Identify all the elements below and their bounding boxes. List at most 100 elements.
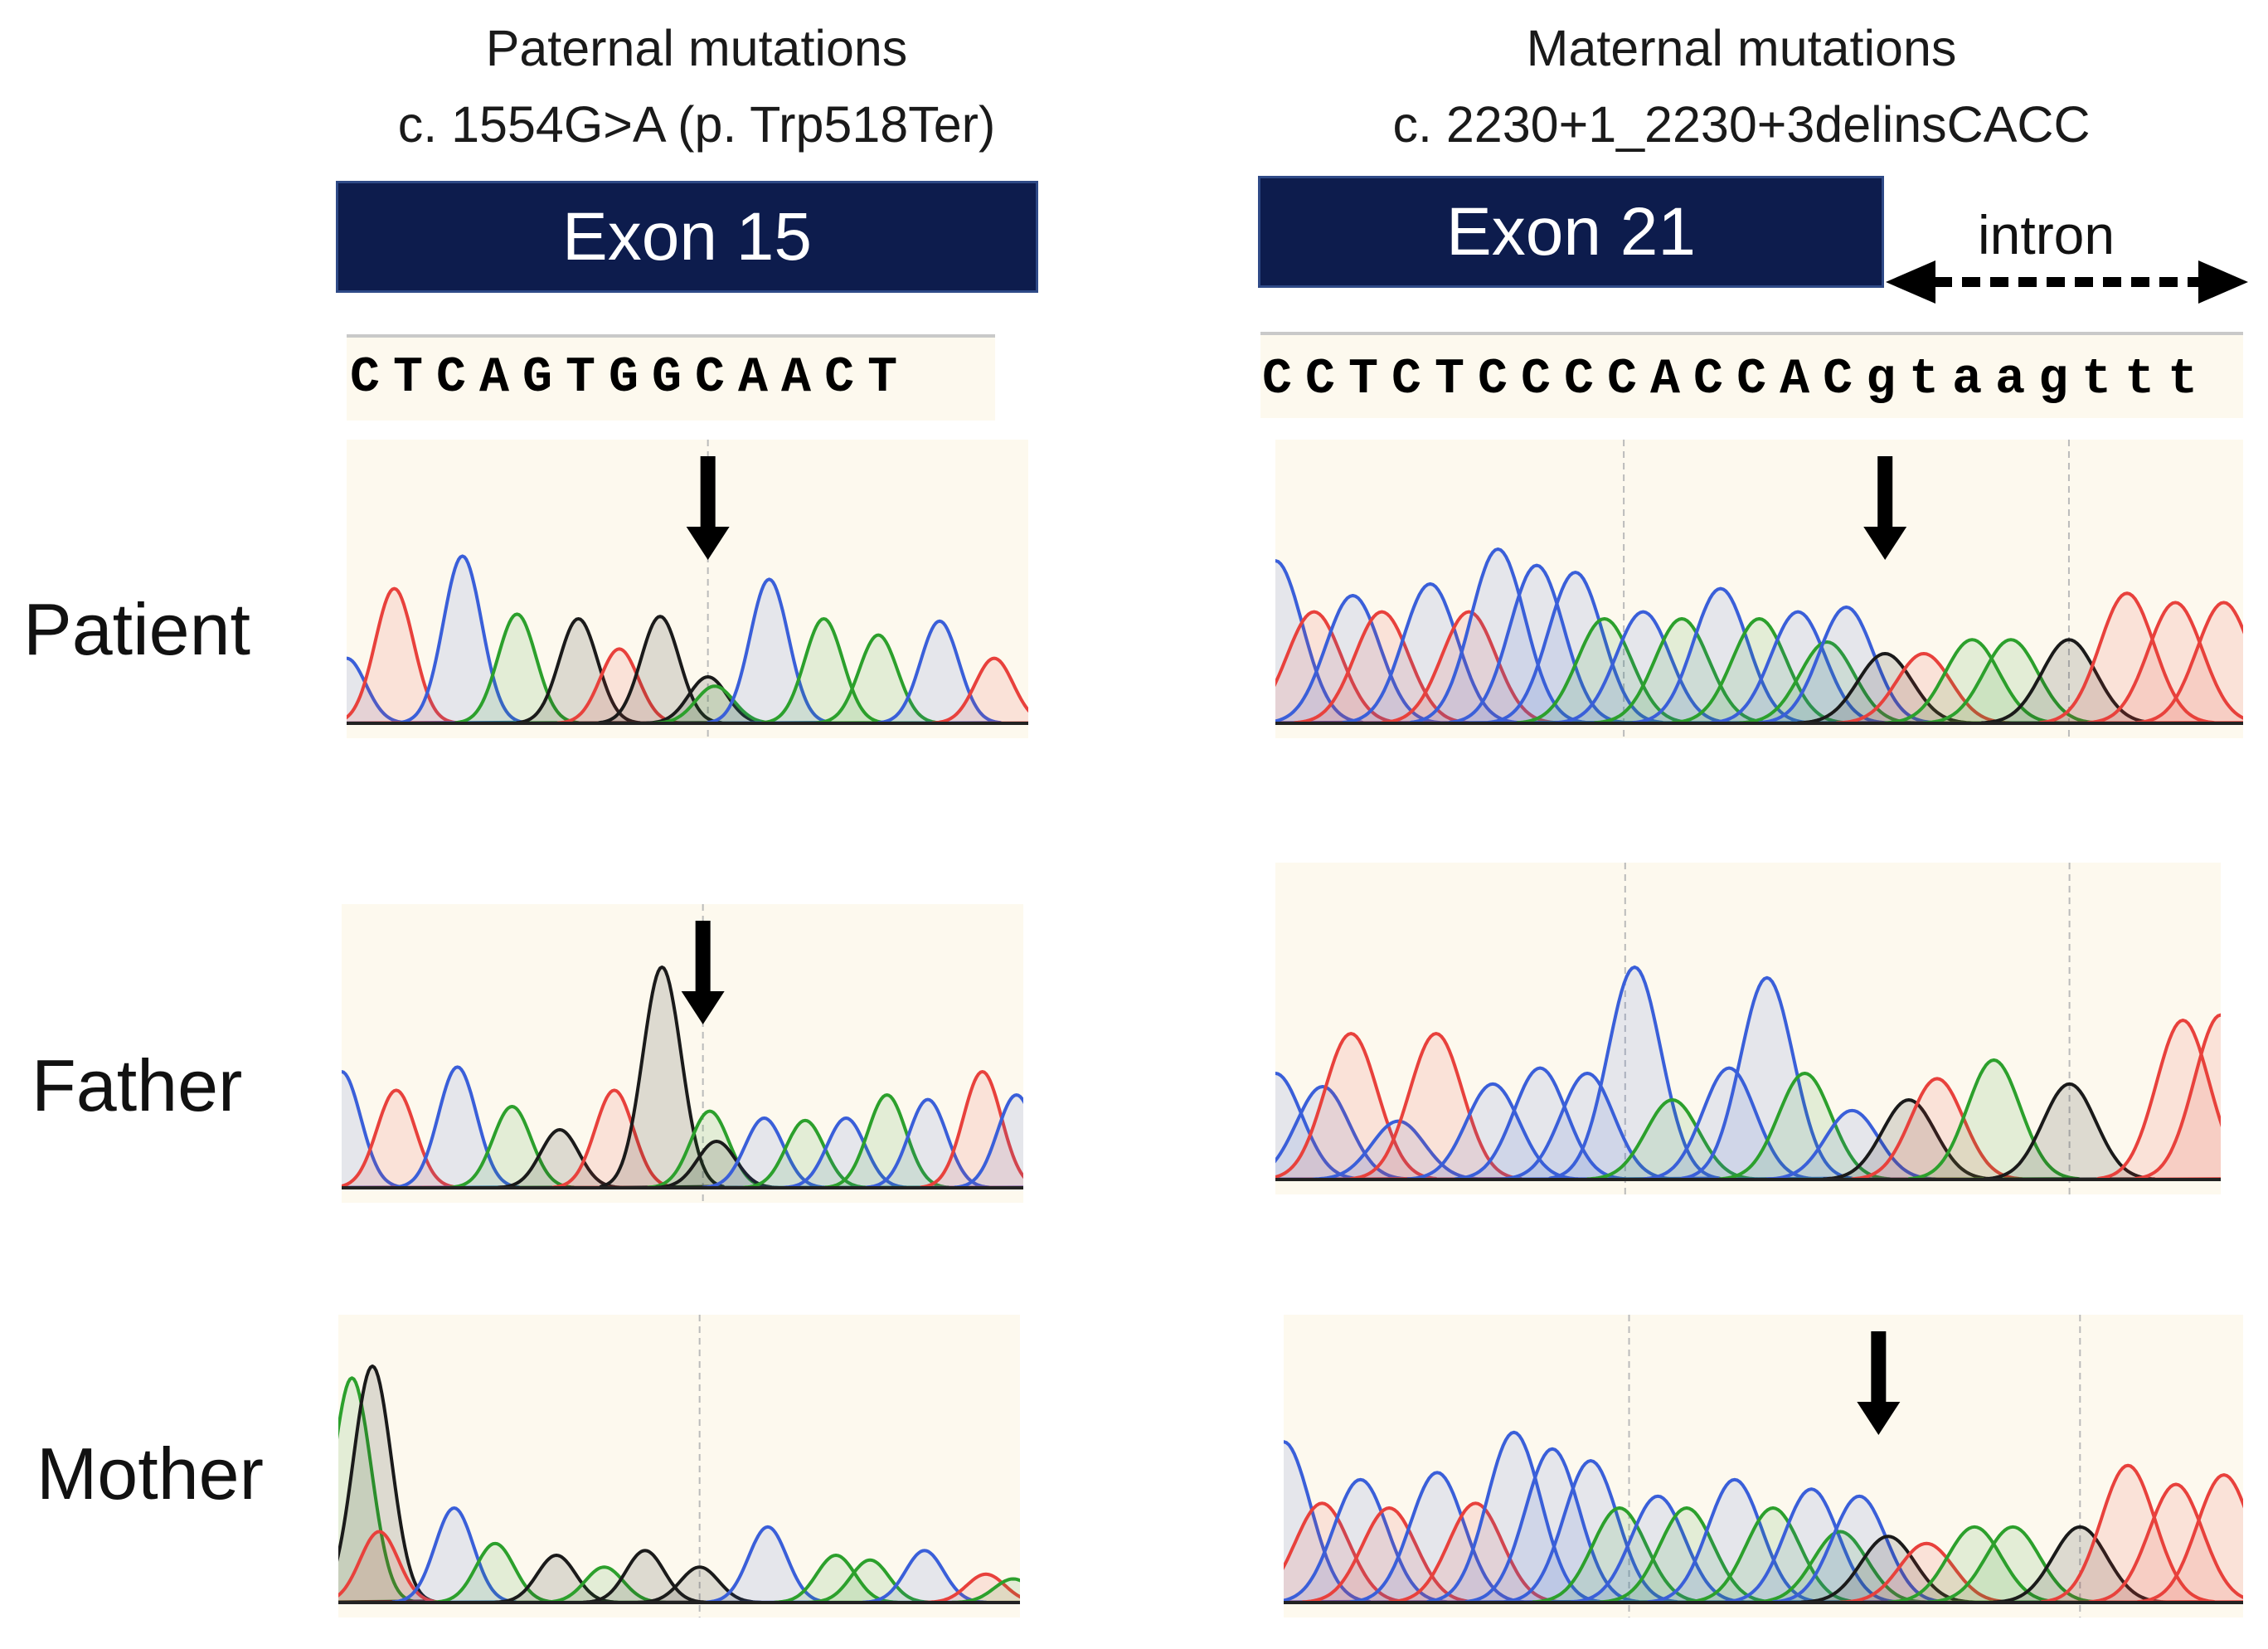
mutation-arrow-icon: [681, 921, 725, 1024]
right-sequence: CCTCTCCCCACCACgtaagttt: [1262, 352, 2211, 408]
trace-peak-a: [449, 1105, 575, 1189]
trace-peak-t: [342, 1088, 459, 1189]
trace-peak-a: [950, 1577, 1020, 1604]
trace-peak-c: [1501, 1072, 1674, 1181]
trace-peak-a: [1670, 617, 1848, 725]
trace-peak-g: [1800, 1535, 1976, 1604]
trace-peak-g: [597, 615, 723, 725]
trace-peak-t: [931, 656, 1028, 725]
exon-21-label: Exon 21: [1446, 193, 1696, 270]
paternal-title: Paternal mutations c. 1554G>A (p. Trp518…: [323, 10, 1070, 163]
trace-peak-t: [347, 586, 458, 725]
trace-peak-a: [1532, 1506, 1707, 1604]
trace-peak-a: [1922, 638, 2100, 725]
trace-peak-c: [1406, 1082, 1580, 1181]
patient-exon21-chromatogram: [1275, 440, 2243, 738]
trace-peak-t: [1835, 652, 2013, 725]
mother-exon21-chromatogram: [1284, 1315, 2243, 1617]
trace-peak-g: [497, 1128, 623, 1189]
trace-peak-c: [1426, 1430, 1602, 1604]
trace-peak-c: [347, 656, 410, 725]
trace-peak-c: [342, 1070, 405, 1189]
trace-peak-t: [2096, 1019, 2221, 1181]
trace-peak-g: [338, 1364, 435, 1604]
mutation-arrow-icon: [686, 456, 730, 560]
trace-peak-c: [395, 1065, 521, 1189]
trace-peak-c: [391, 1506, 517, 1604]
trace-peak-a: [1718, 1072, 1892, 1181]
trace-peak-t: [1838, 1541, 2014, 1604]
trace-peak-c: [1349, 1471, 1525, 1604]
exon-15-label: Exon 15: [562, 198, 812, 275]
intron-label: intron: [1978, 204, 2115, 265]
trace-peak-t: [1275, 1032, 1438, 1181]
trace-peak-c: [1284, 1440, 1372, 1604]
maternal-title: Maternal mutations c. 2230+1_2230+3delin…: [1310, 10, 2173, 163]
trace-peak-a: [1887, 1525, 2062, 1604]
intron-double-arrow: [1886, 260, 2248, 304]
exon-15-box: Exon 15: [336, 181, 1038, 293]
trace-peak-c: [1409, 547, 1586, 725]
trace-peak-a: [1738, 640, 1916, 725]
trace-peak-c: [783, 1116, 909, 1189]
trace-peak-c: [1448, 563, 1625, 725]
trace-peak-c: [1275, 1085, 1410, 1181]
left-sequence-strip: [347, 334, 995, 421]
trace-peak-c: [1647, 1477, 1823, 1604]
right-sequence-intron: gtaagttt: [1866, 352, 2212, 408]
trace-peak-t: [2086, 601, 2243, 725]
trace-peak-c: [865, 1097, 991, 1189]
row-label-mother: Mother: [36, 1433, 264, 1515]
trace-peak-g: [582, 1549, 708, 1604]
trace-peak-c: [1709, 610, 1887, 725]
trace-peak-a: [760, 617, 887, 725]
trace-peak-c: [1464, 1447, 1640, 1604]
trace-peak-c: [1487, 571, 1664, 725]
trace-peak-c: [400, 554, 526, 725]
trace-peak-a: [823, 1093, 950, 1189]
trace-peak-t: [920, 1070, 1023, 1189]
trace-peak-c: [706, 577, 833, 725]
trace-peak-g: [515, 617, 642, 725]
trace-peak-t: [2136, 1473, 2243, 1604]
right-sequence-strip: [1260, 332, 2243, 418]
father-exon21-chromatogram: [1275, 863, 2221, 1194]
trace-peak-t: [2134, 1013, 2221, 1181]
trace-peak-g: [645, 675, 771, 725]
row-label-patient: Patient: [23, 588, 250, 670]
trace-peak-t: [338, 1530, 442, 1604]
trace-peak-c: [1275, 1072, 1362, 1181]
right-sequence-exon: CCTCTCCCCACCAC: [1262, 352, 1867, 408]
row-label-father: Father: [32, 1044, 243, 1126]
trace-peak-a: [807, 1558, 933, 1604]
left-sequence: CTCAGTGGCAACT: [350, 350, 911, 406]
trace-peak-t: [556, 647, 682, 725]
trace-peak-g: [1822, 1098, 1995, 1181]
trace-peak-c: [1643, 1066, 1816, 1181]
trace-peak-t: [2038, 591, 2216, 725]
trace-peak-a: [652, 684, 778, 725]
trace-peak-t: [1387, 1501, 1564, 1604]
trace-peak-a: [1883, 638, 2061, 725]
trace-peak-t: [2135, 601, 2243, 725]
trace-peak-c: [862, 1549, 988, 1604]
mutation-arrow-icon: [1857, 1331, 1901, 1435]
trace-peak-t: [2088, 1482, 2243, 1604]
mutation-arrow-icon: [1863, 456, 1907, 560]
maternal-title-line2: c. 2230+1_2230+3delinsCACC: [1392, 96, 2091, 153]
paternal-title-line1: Paternal mutations: [485, 20, 908, 76]
trace-peak-c: [877, 619, 1003, 725]
paternal-title-line2: c. 1554G>A (p. Trp518Ter): [397, 96, 996, 153]
trace-peak-a: [541, 1565, 668, 1604]
maternal-title-line1: Maternal mutations: [1526, 20, 1957, 76]
trace-peak-a: [1516, 617, 1693, 725]
trace-peak-a: [1907, 1058, 2081, 1181]
trace-peak-g: [1983, 1082, 2156, 1181]
trace-peak-a: [742, 1118, 868, 1189]
trace-peak-t: [551, 1088, 677, 1189]
trace-peak-c: [1275, 559, 1364, 725]
mother-exon15-chromatogram: [338, 1315, 1020, 1617]
trace-peak-c: [1342, 582, 1519, 725]
trace-peak-t: [1380, 610, 1557, 725]
